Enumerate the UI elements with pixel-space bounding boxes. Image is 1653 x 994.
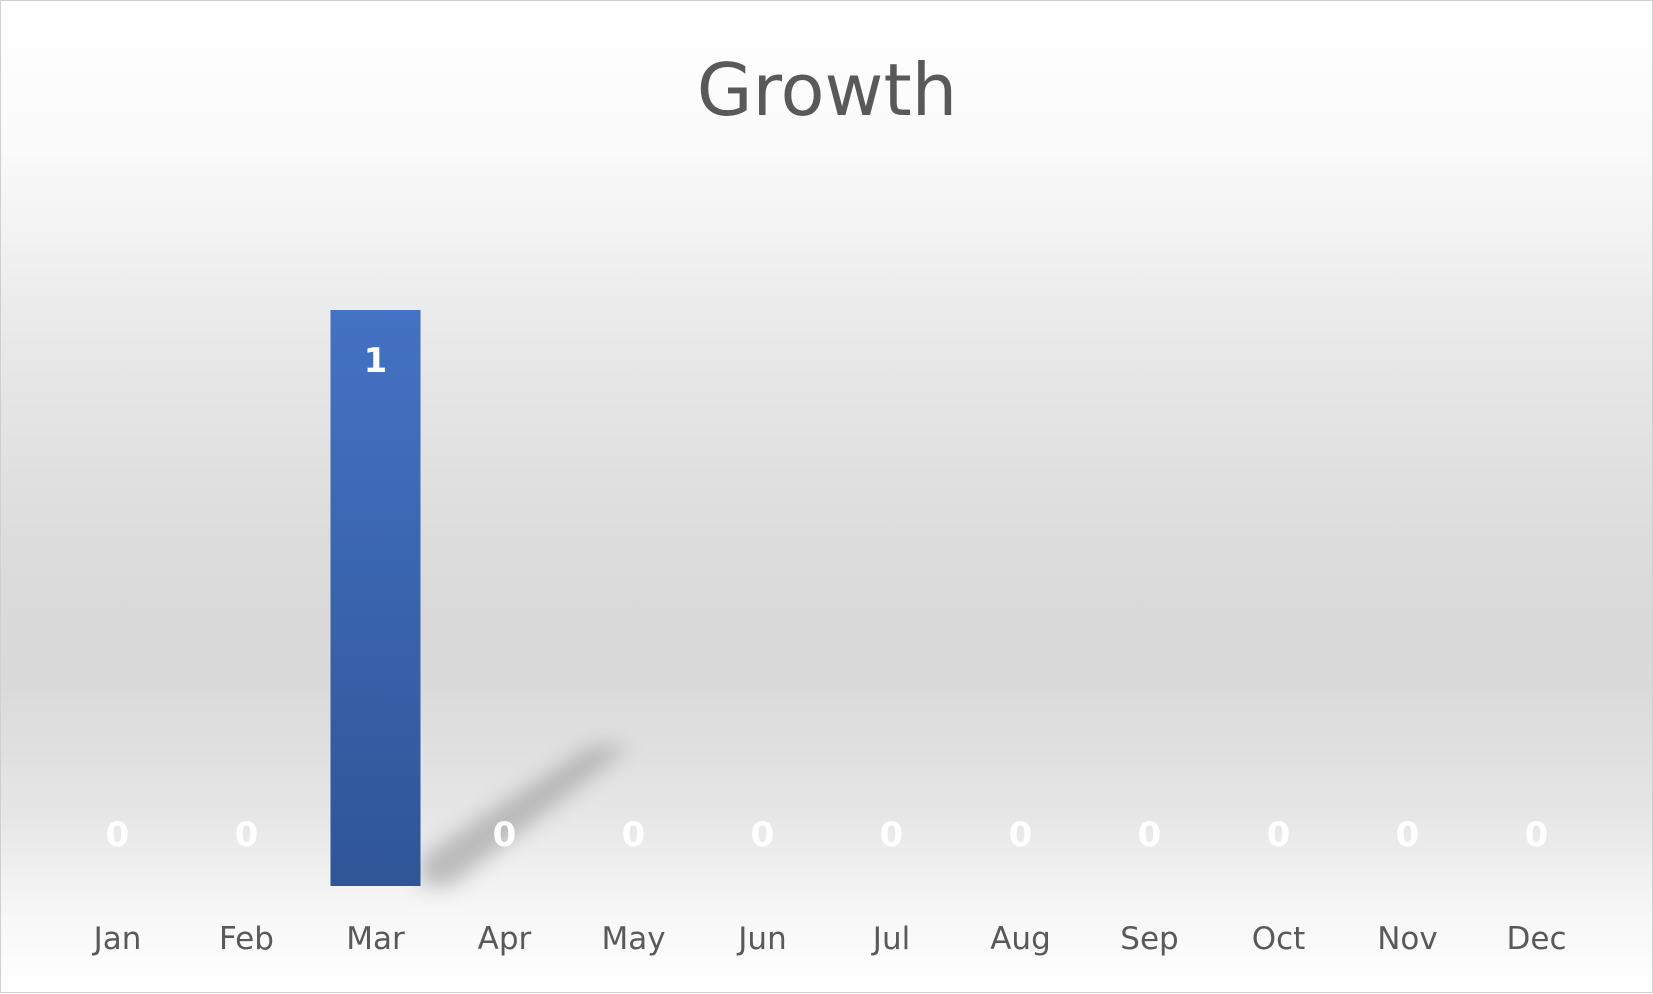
bar-mar — [330, 310, 421, 886]
data-label-oct: 0 — [1267, 815, 1291, 855]
data-label-sep: 0 — [1138, 815, 1162, 855]
x-tick-label-mar: Mar — [346, 921, 405, 957]
data-labels: 0 0 1 0 0 0 0 0 0 0 0 0 — [106, 341, 1549, 855]
x-tick-label-may: May — [601, 921, 665, 957]
x-tick-label-dec: Dec — [1507, 921, 1567, 957]
x-tick-label-jun: Jun — [736, 921, 786, 957]
x-tick-label-apr: Apr — [478, 921, 532, 957]
data-label-may: 0 — [622, 815, 646, 855]
bar-shadows — [420, 746, 631, 886]
x-tick-label-jul: Jul — [871, 921, 910, 957]
data-label-apr: 0 — [493, 815, 517, 855]
x-tick-label-jan: Jan — [92, 921, 142, 957]
x-axis-tick-labels: Jan Feb Mar Apr May Jun Jul Aug Sep Oct Nov Dec — [92, 921, 1567, 957]
bars — [330, 310, 421, 886]
data-label-aug: 0 — [1009, 815, 1033, 855]
x-tick-label-aug: Aug — [990, 921, 1051, 957]
data-label-jun: 0 — [751, 815, 775, 855]
data-label-mar: 1 — [364, 341, 388, 381]
data-label-feb: 0 — [235, 815, 259, 855]
data-label-jul: 0 — [880, 815, 904, 855]
data-label-dec: 0 — [1525, 815, 1549, 855]
x-tick-label-oct: Oct — [1252, 921, 1306, 957]
x-tick-label-sep: Sep — [1120, 921, 1178, 957]
data-label-jan: 0 — [106, 815, 130, 855]
chart-title: Growth — [697, 48, 958, 132]
data-label-nov: 0 — [1396, 815, 1420, 855]
bar-shadow-mar — [420, 746, 631, 886]
x-tick-label-feb: Feb — [219, 921, 274, 957]
x-tick-label-nov: Nov — [1377, 921, 1438, 957]
